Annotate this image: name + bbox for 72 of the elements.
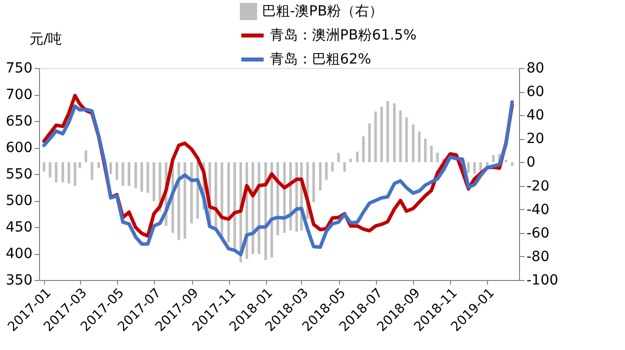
bar — [356, 152, 359, 162]
bar — [399, 110, 402, 162]
bar — [152, 162, 156, 202]
bar — [368, 123, 371, 162]
bar — [343, 162, 346, 172]
y-tick-label: 400 — [6, 246, 32, 262]
y-tick-label: 550 — [6, 166, 32, 182]
y2-tick-label: -40 — [526, 202, 550, 218]
y-tick-label: 650 — [6, 114, 32, 130]
bar — [473, 162, 476, 174]
bar — [184, 162, 186, 239]
bar — [109, 162, 112, 174]
y2-tick-label: 0 — [526, 154, 536, 171]
bar — [140, 162, 144, 192]
bar — [48, 162, 52, 178]
bar — [424, 138, 427, 162]
bar — [97, 162, 100, 168]
bar — [74, 162, 76, 186]
bar — [78, 162, 82, 168]
bar — [122, 162, 124, 186]
y2-tick-label: -20 — [526, 178, 550, 194]
bar — [227, 162, 230, 242]
bar — [418, 132, 421, 162]
bar — [430, 146, 433, 162]
y-tick-label: 600 — [6, 140, 32, 156]
bar — [374, 112, 377, 162]
bar — [68, 162, 70, 184]
bar — [84, 150, 88, 162]
bar — [386, 100, 389, 162]
y-tick-label: 500 — [6, 193, 32, 209]
bar — [312, 162, 315, 202]
line-series — [42, 100, 514, 256]
bar — [380, 106, 383, 162]
bar — [393, 103, 396, 162]
y2-tick-label: -60 — [526, 225, 550, 242]
bar — [492, 155, 495, 162]
y2-tick-label: 60 — [526, 84, 544, 100]
bar — [90, 162, 94, 180]
bar — [54, 162, 58, 182]
y-axis-title: 元/吨 — [30, 32, 62, 48]
bar — [479, 162, 482, 172]
y2-tick-label: -100 — [526, 272, 558, 288]
bar — [331, 162, 334, 172]
bar — [62, 162, 64, 182]
y-tick-label: 450 — [6, 220, 32, 236]
y2-tick-label: 20 — [526, 131, 544, 148]
y-tick-label: 700 — [6, 87, 32, 103]
legend-label: 青岛：澳洲PB粉61.5% — [270, 28, 417, 44]
bar — [337, 152, 340, 162]
y-tick-label: 750 — [6, 60, 32, 76]
bar — [128, 162, 130, 186]
legend-label: 巴粗-澳PB粉（右） — [262, 4, 384, 20]
legend-label: 青岛：巴粗62% — [270, 52, 372, 68]
y2-tick-label: 40 — [526, 108, 544, 124]
y-tick-label: 350 — [6, 272, 32, 288]
y2-tick-label: -80 — [526, 248, 550, 265]
bar — [325, 162, 328, 180]
bar — [190, 162, 193, 224]
bar — [318, 162, 322, 190]
bar — [362, 136, 365, 162]
bar — [436, 152, 439, 162]
bar — [146, 162, 150, 193]
bar — [134, 162, 137, 188]
bar — [258, 162, 260, 254]
bar — [116, 162, 118, 180]
bar — [405, 117, 408, 162]
y2-tick-label: 80 — [526, 60, 544, 76]
bar — [510, 162, 514, 166]
bar — [42, 162, 46, 172]
bar — [349, 158, 352, 162]
bar — [467, 162, 470, 173]
bar — [412, 124, 414, 162]
